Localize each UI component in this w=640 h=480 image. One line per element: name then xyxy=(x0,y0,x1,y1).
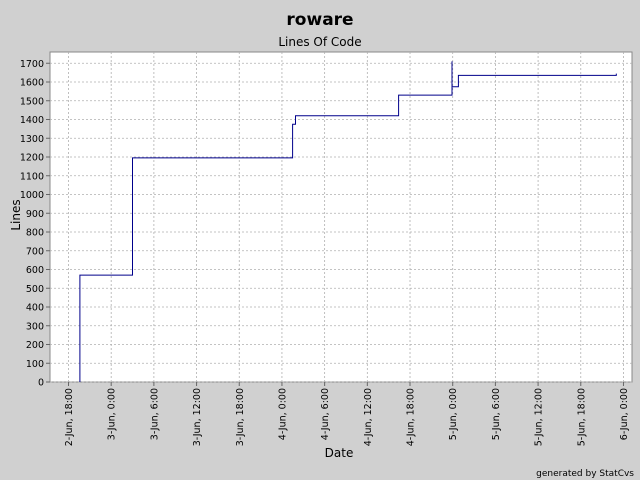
x-tick-label: 5-Jun, 18:00 xyxy=(576,388,587,446)
y-tick-label: 1300 xyxy=(20,134,44,145)
y-tick-label: 900 xyxy=(26,209,44,220)
y-tick-label: 1700 xyxy=(20,59,44,70)
y-tick-label: 1600 xyxy=(20,78,44,89)
y-tick-label: 1400 xyxy=(20,115,44,126)
y-tick-label: 1000 xyxy=(20,190,44,201)
y-tick-label: 1200 xyxy=(20,153,44,164)
grid xyxy=(50,52,632,383)
y-tick-label: 500 xyxy=(26,284,44,295)
x-tick-label: 3-Jun, 6:00 xyxy=(149,388,160,440)
x-axis-label: Date xyxy=(325,446,354,460)
y-tick-label: 1500 xyxy=(20,96,44,107)
chart-title: roware xyxy=(286,10,353,30)
y-axis-label: Lines xyxy=(9,199,23,230)
x-tick-label: 5-Jun, 12:00 xyxy=(534,388,545,446)
chart-subtitle: Lines Of Code xyxy=(278,35,361,49)
y-tick-label: 400 xyxy=(26,303,44,314)
y-axis-ticks: 0 100 200 300 400 500 600 700 800 900 1000 1100 1200… xyxy=(20,59,50,389)
x-tick-label: 3-Jun, 18:00 xyxy=(235,388,246,446)
x-tick-label: 4-Jun, 12:00 xyxy=(363,388,374,446)
x-tick-label: 4-Jun, 18:00 xyxy=(406,388,417,446)
y-tick-label: 800 xyxy=(26,228,44,239)
x-tick-label: 4-Jun, 6:00 xyxy=(320,388,331,440)
series-group xyxy=(79,61,617,382)
x-tick-label: 5-Jun, 0:00 xyxy=(448,388,459,440)
y-tick-label: 1100 xyxy=(20,171,44,182)
y-tick-label: 0 xyxy=(38,378,44,389)
y-tick-label: 700 xyxy=(26,246,44,257)
x-tick-label: 5-Jun, 6:00 xyxy=(491,388,502,440)
x-tick-label: 2-Jun, 18:00 xyxy=(64,388,75,446)
series-line-lines-of-code xyxy=(79,61,617,382)
footer-credit: generated by StatCvs xyxy=(536,469,634,479)
y-tick-label: 300 xyxy=(26,321,44,332)
x-tick-label: 3-Jun, 12:00 xyxy=(192,388,203,446)
plot-area xyxy=(49,51,633,383)
y-tick-label: 200 xyxy=(26,340,44,351)
y-tick-label: 600 xyxy=(26,265,44,276)
x-axis-ticks: 2-Jun, 18:00 3-Jun, 0:00 3-Jun, 6:00 3-Jun,… xyxy=(64,382,630,446)
x-tick-label: 3-Jun, 0:00 xyxy=(107,388,118,440)
x-tick-label: 4-Jun, 0:00 xyxy=(277,388,288,440)
x-tick-label: 6-Jun, 0:00 xyxy=(619,388,630,440)
y-tick-label: 100 xyxy=(26,359,44,370)
